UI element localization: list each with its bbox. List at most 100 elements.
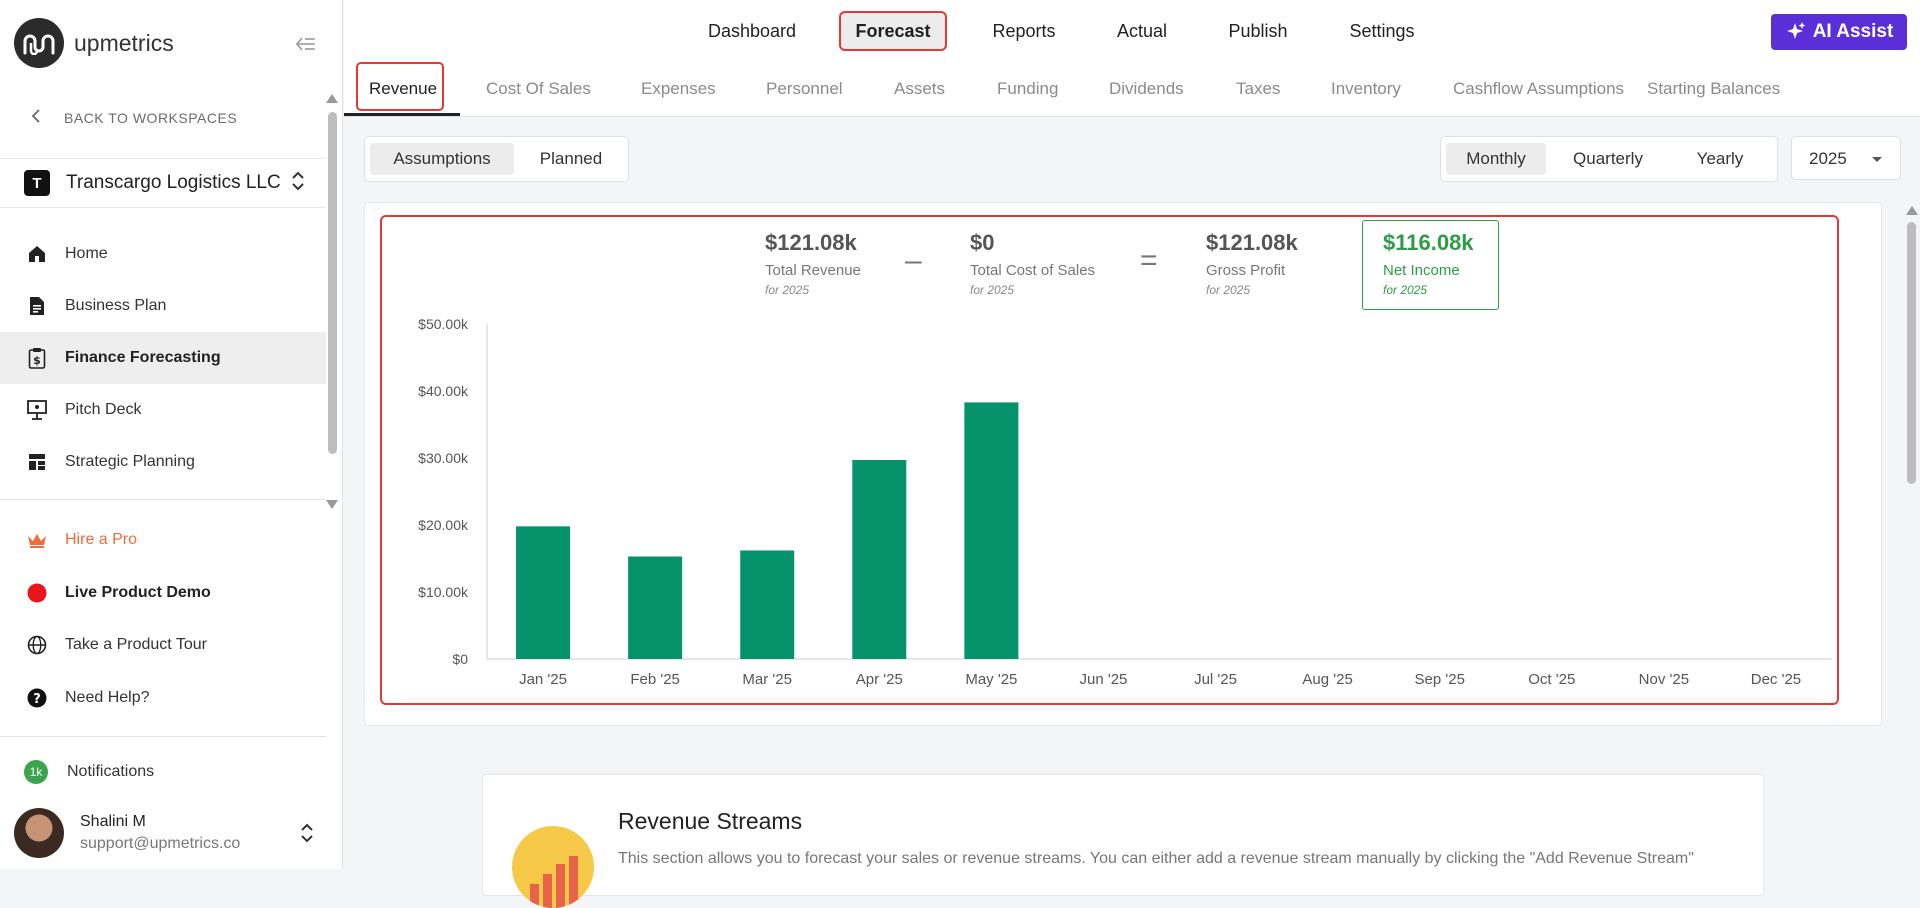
notifications-link[interactable]: 1k Notifications bbox=[24, 760, 154, 784]
nav-settings[interactable]: Settings bbox=[1349, 21, 1415, 41]
nav-publish[interactable]: Publish bbox=[1228, 21, 1288, 41]
help-icon: ? bbox=[26, 687, 48, 709]
kpi-value: $116.08k bbox=[1383, 230, 1474, 255]
sparkle-icon bbox=[1786, 22, 1806, 39]
kpi-label: Total Revenue bbox=[765, 262, 861, 279]
content-scrollbar[interactable] bbox=[1907, 222, 1916, 484]
bar-0 bbox=[516, 526, 571, 659]
collapse-sidebar-icon[interactable] bbox=[294, 32, 318, 56]
planned-option[interactable]: Planned bbox=[539, 149, 603, 168]
y-tick-label: $40.00k bbox=[418, 383, 469, 399]
record-dot-icon bbox=[26, 582, 48, 604]
sidebar-item-home[interactable]: Home bbox=[0, 228, 326, 280]
svg-text:?: ? bbox=[33, 692, 41, 707]
sidebar-item-finance-forecasting[interactable]: $ Finance Forecasting bbox=[0, 332, 326, 384]
kpi-period: for 2025 bbox=[1383, 283, 1428, 297]
sidebar-item-label: Need Help? bbox=[65, 688, 150, 706]
y-tick-label: $10.00k bbox=[418, 584, 469, 600]
expand-collapse-icon bbox=[291, 169, 305, 198]
kpi-label: Gross Profit bbox=[1206, 262, 1286, 279]
sidebar-item-label: Strategic Planning bbox=[65, 453, 195, 470]
presentation-icon bbox=[26, 399, 48, 421]
x-tick-label: Nov '25 bbox=[1639, 671, 1689, 688]
tab-taxes[interactable]: Taxes bbox=[1236, 79, 1281, 98]
assumptions-option[interactable]: Assumptions bbox=[370, 143, 514, 175]
tab-cashflow-assumptions[interactable]: Cashflow Assumptions bbox=[1453, 79, 1625, 98]
x-tick-label: Jul '25 bbox=[1194, 671, 1237, 688]
nav-forecast[interactable]: Forecast bbox=[839, 11, 947, 51]
bar-2 bbox=[740, 550, 795, 659]
y-tick-label: $20.00k bbox=[418, 517, 469, 533]
sidebar-scroll-down-icon[interactable] bbox=[326, 500, 338, 509]
revenue-chart-card bbox=[364, 202, 1882, 726]
sidebar-item-label: Take a Product Tour bbox=[65, 636, 208, 654]
forecast-subtabs: Revenue Cost Of Sales Expenses Personnel… bbox=[344, 62, 1920, 117]
bar-4 bbox=[964, 402, 1019, 659]
nav-reports[interactable]: Reports bbox=[992, 21, 1056, 41]
kpi-label: Net Income bbox=[1383, 262, 1460, 279]
kpi-cost-of-sales: $0 Total Cost of Sales for 2025 bbox=[970, 230, 1095, 297]
user-profile[interactable]: Shalini M support@upmetrics.co bbox=[14, 808, 240, 858]
user-name: Shalini M bbox=[80, 813, 146, 830]
tab-assets[interactable]: Assets bbox=[894, 79, 946, 98]
tab-funding[interactable]: Funding bbox=[997, 79, 1059, 98]
sidebar-item-live-product-demo[interactable]: Live Product Demo bbox=[0, 567, 326, 620]
back-to-workspaces-link[interactable]: BACK TO WORKSPACES bbox=[30, 108, 237, 127]
sidebar: upmetrics BACK TO WORKSPACES T Transcarg… bbox=[0, 0, 343, 869]
monthly-option[interactable]: Monthly bbox=[1446, 143, 1546, 175]
globe-icon bbox=[26, 634, 48, 656]
year-value: 2025 bbox=[1809, 149, 1847, 168]
y-tick-label: $50.00k bbox=[418, 316, 469, 332]
brand-logo[interactable]: upmetrics bbox=[14, 18, 174, 68]
sidebar-item-product-tour[interactable]: Take a Product Tour bbox=[0, 619, 326, 672]
year-select[interactable]: 2025 bbox=[1791, 136, 1901, 180]
revenue-streams-card bbox=[482, 774, 1764, 896]
notifications-label: Notifications bbox=[67, 763, 155, 780]
mode-toggle: Assumptions Planned bbox=[364, 136, 629, 182]
kpi-value: $0 bbox=[970, 230, 995, 255]
sidebar-secondary-nav: Hire a Pro Live Product Demo Take a Prod… bbox=[0, 514, 326, 724]
tab-cost-of-sales[interactable]: Cost Of Sales bbox=[486, 79, 591, 98]
company-switcher[interactable]: T Transcargo Logistics LLC bbox=[0, 158, 326, 208]
tab-dividends[interactable]: Dividends bbox=[1109, 79, 1184, 98]
minus-operator: – bbox=[905, 244, 922, 277]
sidebar-divider bbox=[0, 499, 326, 500]
clipboard-dollar-icon: $ bbox=[26, 347, 48, 369]
sidebar-item-pitch-deck[interactable]: Pitch Deck bbox=[0, 384, 326, 436]
x-tick-label: Dec '25 bbox=[1751, 671, 1801, 688]
company-initial-badge: T bbox=[24, 170, 50, 196]
user-menu-toggle-icon[interactable] bbox=[300, 820, 314, 851]
x-tick-label: May '25 bbox=[965, 671, 1017, 688]
sidebar-item-need-help[interactable]: ? Need Help? bbox=[0, 672, 326, 725]
bar-3 bbox=[852, 460, 907, 659]
yearly-option[interactable]: Yearly bbox=[1696, 149, 1744, 168]
sidebar-item-hire-a-pro[interactable]: Hire a Pro bbox=[0, 514, 326, 567]
tab-personnel[interactable]: Personnel bbox=[766, 79, 843, 98]
sidebar-scroll-up-icon[interactable] bbox=[326, 94, 338, 103]
revenue-streams-description: This section allows you to forecast your… bbox=[618, 850, 1694, 867]
equals-operator: = bbox=[1140, 244, 1158, 277]
x-tick-label: Mar '25 bbox=[742, 671, 792, 688]
nav-actual[interactable]: Actual bbox=[1116, 21, 1168, 41]
sidebar-scrollbar[interactable] bbox=[328, 112, 337, 454]
content-scroll-up-icon[interactable] bbox=[1906, 206, 1918, 215]
brand-name: upmetrics bbox=[74, 29, 174, 56]
tab-inventory[interactable]: Inventory bbox=[1331, 79, 1401, 98]
tab-expenses[interactable]: Expenses bbox=[641, 79, 716, 98]
top-navigation-bar: Dashboard Forecast Reports Actual Publis… bbox=[344, 0, 1920, 63]
home-icon bbox=[26, 243, 48, 265]
y-tick-label: $0 bbox=[452, 651, 468, 667]
nav-dashboard[interactable]: Dashboard bbox=[707, 21, 797, 41]
company-name: Transcargo Logistics LLC bbox=[66, 172, 281, 193]
tab-revenue[interactable]: Revenue bbox=[369, 79, 438, 98]
bar-1 bbox=[628, 556, 683, 659]
svg-text:$: $ bbox=[33, 354, 41, 367]
upmetrics-logo-icon bbox=[14, 18, 64, 68]
quarterly-option[interactable]: Quarterly bbox=[1573, 149, 1643, 168]
sidebar-item-strategic-planning[interactable]: Strategic Planning bbox=[0, 436, 326, 488]
tab-starting-balances[interactable]: Starting Balances bbox=[1647, 79, 1781, 98]
x-tick-label: Apr '25 bbox=[856, 671, 903, 688]
crown-icon bbox=[26, 529, 48, 551]
ai-assist-button[interactable]: AI Assist bbox=[1771, 14, 1907, 50]
sidebar-item-business-plan[interactable]: Business Plan bbox=[0, 280, 326, 332]
